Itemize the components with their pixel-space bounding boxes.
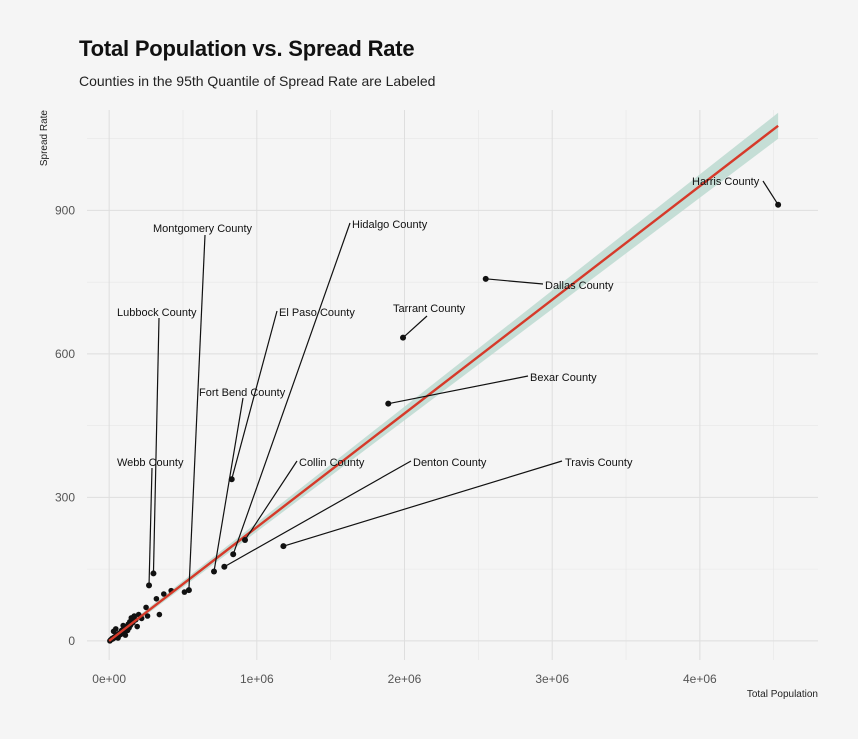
label-leader-line — [485, 278, 544, 285]
data-point — [120, 622, 126, 629]
point-label: Lubbock County — [117, 307, 197, 319]
point-label: Dallas County — [545, 280, 614, 292]
data-point — [134, 623, 141, 630]
confidence-ribbon — [109, 112, 779, 643]
labeled-data-point — [242, 536, 249, 543]
data-point — [153, 595, 160, 602]
data-point — [181, 589, 188, 595]
data-point — [160, 591, 167, 597]
point-label: Webb County — [117, 457, 184, 469]
y-axis-title: Spread Rate — [39, 110, 50, 167]
data-point — [122, 632, 129, 638]
labeled-data-point — [482, 275, 489, 282]
labeled-data-point — [211, 568, 218, 575]
x-tick-label: 1e+06 — [240, 672, 274, 686]
x-tick-label: 0e+00 — [92, 672, 126, 686]
data-point — [156, 611, 163, 618]
data-point — [143, 604, 149, 611]
y-tick-label: 300 — [55, 490, 75, 504]
x-tick-label: 2e+06 — [388, 672, 422, 686]
label-leader-line — [388, 375, 529, 405]
data-point — [144, 613, 151, 619]
labeled-data-point — [221, 563, 228, 570]
point-label: Fort Bend County — [199, 387, 286, 399]
y-tick-label: 0 — [68, 634, 75, 648]
labeled-data-point — [385, 400, 392, 407]
chart-subtitle: Counties in the 95th Quantile of Spread … — [79, 73, 436, 89]
data-point — [112, 626, 119, 632]
label-leader-line — [283, 460, 563, 547]
x-axis-title: Total Population — [747, 689, 818, 700]
labeled-data-point — [150, 570, 157, 577]
point-label: Travis County — [565, 457, 633, 469]
label-leader-line — [244, 460, 298, 541]
point-label: El Paso County — [279, 307, 355, 319]
x-tick-label: 3e+06 — [535, 672, 569, 686]
trend-line — [108, 124, 779, 642]
label-leader-line — [152, 317, 160, 574]
label-leader-line — [224, 460, 412, 568]
point-label: Hidalgo County — [352, 219, 428, 231]
labeled-data-point — [280, 543, 287, 550]
point-label: Montgomery County — [153, 223, 253, 235]
label-leader-line — [762, 180, 779, 206]
label-leader-line — [232, 222, 351, 555]
chart-title: Total Population vs. Spread Rate — [79, 36, 415, 61]
point-label: Harris County — [692, 176, 760, 188]
y-tick-label: 600 — [55, 347, 75, 361]
point-label: Collin County — [299, 457, 365, 469]
labeled-data-point — [230, 551, 237, 558]
label-leader-line — [148, 467, 153, 586]
labeled-data-point — [185, 587, 192, 594]
x-tick-label: 4e+06 — [683, 672, 717, 686]
label-leader-line — [402, 315, 428, 339]
labeled-data-point — [400, 334, 407, 341]
labeled-data-point — [775, 201, 782, 208]
label-leader-line — [213, 397, 244, 572]
labeled-data-point — [146, 582, 153, 589]
label-leader-line — [231, 310, 278, 480]
y-tick-label: 900 — [55, 203, 75, 217]
label-leader-line — [188, 234, 206, 591]
point-label: Denton County — [413, 457, 487, 469]
point-label: Bexar County — [530, 372, 597, 384]
point-label: Tarrant County — [393, 303, 466, 315]
